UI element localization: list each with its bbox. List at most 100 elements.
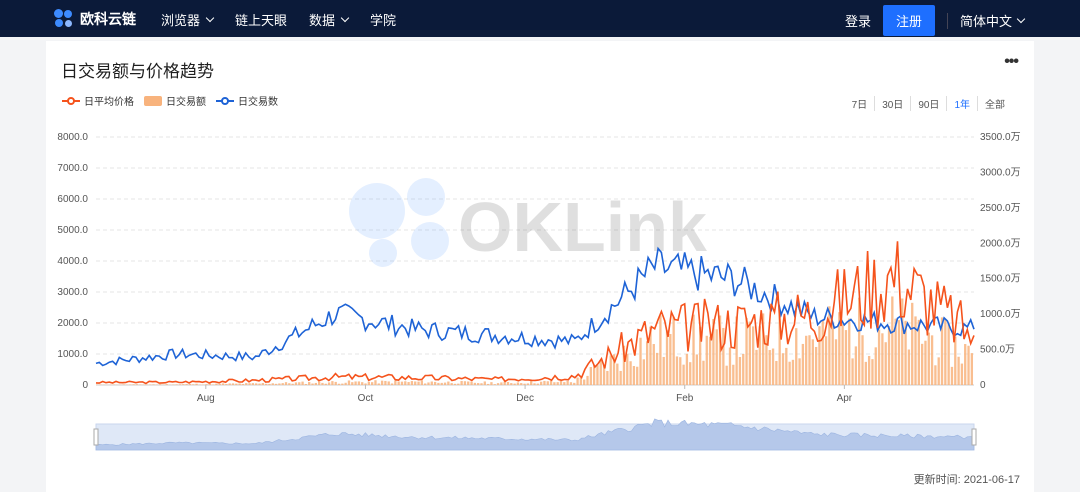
watermark-text: OKLink — [458, 188, 707, 266]
volume-bar — [407, 382, 410, 385]
volume-bar — [271, 383, 274, 385]
account-nav: 登录 注册 简体中文 — [844, 5, 1026, 36]
volume-bar — [182, 384, 185, 385]
volume-bar — [192, 384, 195, 385]
nav-item-explorer[interactable]: 浏览器 — [161, 10, 215, 29]
volume-bar — [135, 384, 139, 385]
volume-bar — [215, 383, 218, 385]
volume-bar — [264, 383, 268, 385]
nav-item-academy[interactable]: 学院 — [370, 13, 397, 28]
brand-name: 欧科云链 — [80, 11, 136, 27]
volume-bar — [609, 355, 612, 385]
volume-bar — [652, 344, 655, 385]
volume-bar — [586, 375, 589, 385]
volume-bar — [805, 335, 808, 385]
volume-bar — [791, 359, 795, 385]
nav-item-onchain-eye[interactable]: 链上天眼 — [235, 13, 288, 28]
volume-bar — [361, 382, 364, 385]
legend-item-tx-count[interactable]: 日交易数 — [216, 93, 278, 108]
volume-bar — [443, 382, 447, 385]
language-select[interactable]: 简体中文 — [960, 11, 1026, 30]
volume-bar — [626, 353, 629, 385]
series-line-tx-count — [95, 246, 975, 367]
legend-item-price[interactable]: 日平均价格 — [62, 93, 134, 108]
y-left-tick-label: 7000.0 — [57, 163, 88, 174]
volume-bar — [712, 318, 715, 385]
volume-bar — [556, 382, 559, 385]
y-left-tick-label: 0 — [82, 380, 88, 391]
volume-bar — [914, 316, 917, 385]
volume-bar — [248, 383, 251, 385]
volume-bar — [645, 341, 649, 385]
volume-bar — [99, 384, 102, 385]
volume-bar — [387, 381, 390, 385]
volume-bar — [755, 349, 758, 385]
volume-bar — [884, 342, 887, 385]
volume-bar — [327, 382, 331, 385]
volume-bar — [566, 380, 569, 385]
y-left-tick-label: 2000.0 — [57, 318, 88, 329]
volume-bar — [404, 381, 407, 385]
volume-bar — [937, 357, 940, 385]
volume-bar — [129, 384, 132, 385]
volume-bar — [460, 380, 463, 385]
volume-bar — [311, 383, 314, 385]
volume-bar — [430, 381, 433, 385]
volume-bar — [821, 320, 824, 385]
y-right-tick-label: 2000.0万 — [980, 238, 1021, 249]
y-right-tick-label: 500.0万 — [980, 345, 1015, 356]
volume-bar — [728, 347, 732, 385]
range-7d[interactable]: 7日 — [851, 100, 868, 111]
volume-bar — [463, 381, 467, 385]
update-label: 更新时间: — [913, 474, 961, 486]
volume-bar — [380, 380, 384, 385]
volume-bar — [596, 365, 599, 385]
volume-bar — [649, 326, 652, 385]
volume-bar — [185, 384, 188, 385]
range-1y[interactable]: 1年 — [946, 96, 977, 111]
watermark-logo-dot — [407, 178, 445, 216]
volume-bar — [947, 322, 950, 385]
volume-bar — [238, 383, 241, 385]
watermark-logo-dot — [411, 222, 449, 260]
volume-bar — [669, 334, 672, 385]
legend-label: 日交易数 — [238, 97, 278, 108]
volume-bar — [516, 382, 520, 385]
volume-bar — [417, 381, 420, 385]
volume-bar — [659, 315, 662, 385]
legend-label: 日交易额 — [166, 97, 206, 108]
brand-logo[interactable]: 欧科云链 — [54, 9, 136, 29]
volume-bar — [765, 335, 768, 385]
volume-bar — [768, 350, 771, 385]
range-all[interactable]: 全部 — [977, 96, 1012, 111]
chart-plot[interactable]: 0 1000.0 2000.0 3000.0 4000.0 5000.0 6000.0 700… — [46, 41, 1034, 471]
volume-bar — [742, 353, 745, 385]
volume-bar — [526, 383, 530, 385]
main-nav: 浏览器 链上天眼 数据 学院 — [161, 10, 396, 29]
x-tick-label: Aug — [197, 393, 215, 404]
volume-bar — [679, 357, 682, 385]
volume-bar — [907, 349, 911, 385]
volume-bar — [861, 335, 864, 385]
range-slider-preview — [95, 418, 975, 451]
volume-bar — [964, 344, 967, 385]
volume-bar — [692, 314, 695, 385]
volume-bar — [636, 366, 639, 385]
range-30d[interactable]: 30日 — [874, 96, 910, 111]
volume-bar — [920, 343, 924, 385]
volume-bar — [546, 381, 549, 385]
legend-item-volume[interactable]: 日交易额 — [144, 93, 206, 108]
volume-bar — [496, 383, 500, 385]
register-button[interactable]: 注册 — [882, 5, 935, 36]
more-dots-icon[interactable]: ••• — [1004, 53, 1019, 70]
volume-bar — [858, 297, 861, 385]
volume-bar — [364, 383, 367, 385]
nav-item-data[interactable]: 数据 — [309, 10, 350, 29]
volume-bar — [927, 332, 930, 385]
volume-bar — [274, 383, 278, 385]
range-90d[interactable]: 90日 — [910, 96, 946, 111]
volume-bar — [606, 370, 609, 385]
login-link[interactable]: 登录 — [844, 14, 871, 29]
volume-bar — [241, 384, 245, 385]
legend-bar-marker-icon — [144, 95, 162, 106]
